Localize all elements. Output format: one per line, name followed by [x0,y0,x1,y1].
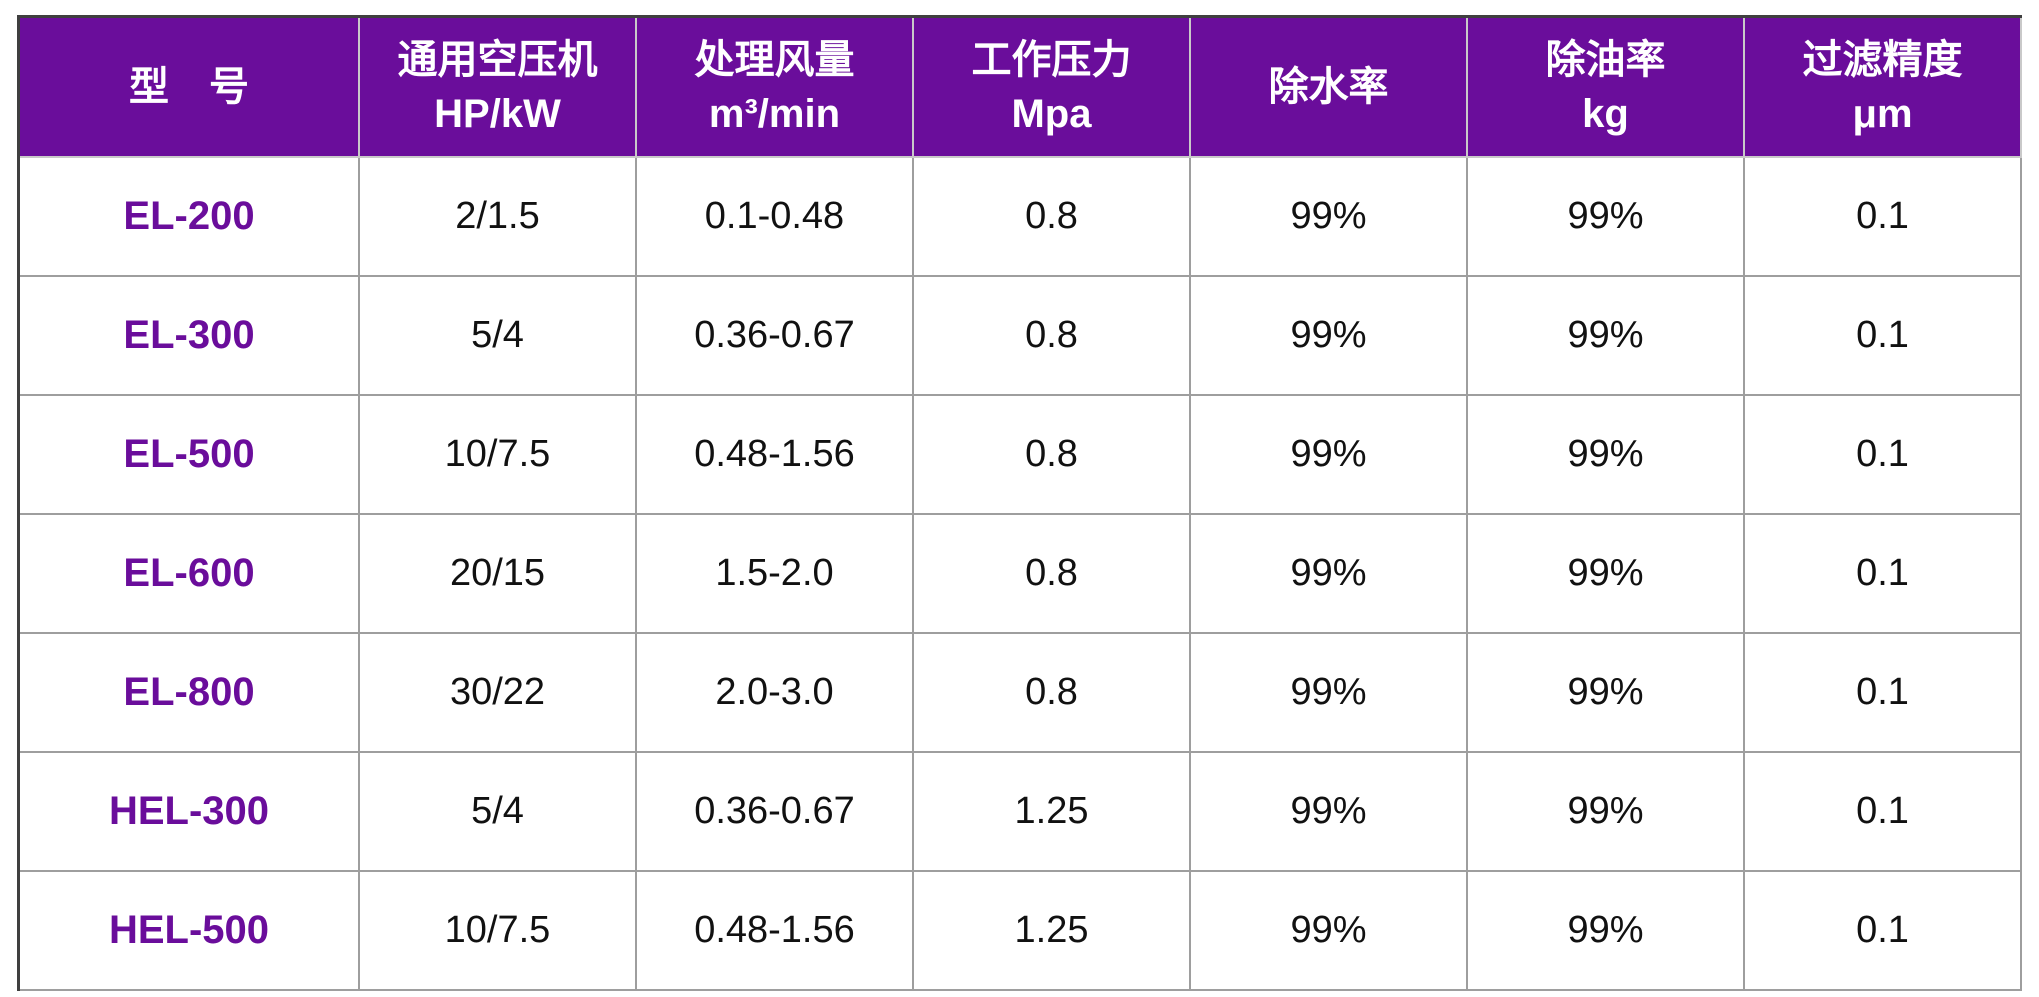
value-cell: 99% [1465,632,1745,753]
model-cell: EL-800 [17,632,360,753]
value-cell: 99% [1188,513,1468,634]
column-header-compressor: 通用空压机 HP/kW [357,15,637,158]
value-cell: 0.48-1.56 [634,394,914,515]
column-header-oil: 除油率 kg [1465,15,1745,158]
value-cell: 99% [1188,394,1468,515]
value-cell: 0.36-0.67 [634,275,914,396]
value-cell: 0.48-1.56 [634,870,914,991]
value-cell: 0.1 [1742,275,2023,396]
value-cell: 99% [1188,275,1468,396]
value-cell: 0.36-0.67 [634,751,914,872]
column-header-label: 过滤精度 [1802,38,1963,82]
table-row: EL-500 10/7.5 0.48-1.56 0.8 99% 99% 0.1 [17,394,2023,515]
column-header-unit: μm [1852,92,1913,136]
value-cell: 0.1 [1742,156,2023,277]
value-cell: 0.1 [1742,751,2023,872]
column-header-unit: Mpa [1011,92,1092,136]
column-header-label: 除油率 [1545,38,1666,82]
value-cell: 99% [1465,275,1745,396]
value-cell: 99% [1188,156,1468,277]
value-cell: 1.25 [911,870,1191,991]
column-header-model: 型 号 [17,15,360,158]
value-cell: 0.8 [911,156,1191,277]
column-header-unit: kg [1582,92,1629,136]
table-row: EL-800 30/22 2.0-3.0 0.8 99% 99% 0.1 [17,632,2023,753]
value-cell: 99% [1465,751,1745,872]
value-cell: 0.8 [911,394,1191,515]
column-header-pressure: 工作压力 Mpa [911,15,1191,158]
table-row: HEL-500 10/7.5 0.48-1.56 1.25 99% 99% 0.1 [17,870,2023,991]
column-header-label: 除水率 [1268,65,1389,109]
header-row: 型 号 通用空压机 HP/kW 处理风量 m³/min 工作压力 Mpa 除水率 除油率 kg 过滤… [17,15,2023,158]
value-cell: 99% [1465,394,1745,515]
value-cell: 0.1 [1742,513,2023,634]
model-cell: HEL-300 [17,751,360,872]
value-cell: 0.8 [911,632,1191,753]
value-cell: 0.8 [911,513,1191,634]
table-row: HEL-300 5/4 0.36-0.67 1.25 99% 99% 0.1 [17,751,2023,872]
value-cell: 0.1-0.48 [634,156,914,277]
spec-table-header: 型 号 通用空压机 HP/kW 处理风量 m³/min 工作压力 Mpa 除水率 除油率 kg 过滤… [17,15,2023,158]
column-header-unit: m³/min [708,92,841,136]
value-cell: 99% [1465,156,1745,277]
value-cell: 5/4 [357,275,637,396]
value-cell: 99% [1465,870,1745,991]
column-header-flow: 处理风量 m³/min [634,15,914,158]
value-cell: 1.5-2.0 [634,513,914,634]
table-row: EL-600 20/15 1.5-2.0 0.8 99% 99% 0.1 [17,513,2023,634]
model-cell: EL-300 [17,275,360,396]
spec-table-body: EL-200 2/1.5 0.1-0.48 0.8 99% 99% 0.1 EL-300 5/4… [17,156,2023,991]
spec-table: 型 号 通用空压机 HP/kW 处理风量 m³/min 工作压力 Mpa 除水率 除油率 kg 过滤… [17,15,2023,991]
value-cell: 0.1 [1742,394,2023,515]
model-cell: HEL-500 [17,870,360,991]
value-cell: 10/7.5 [357,394,637,515]
value-cell: 2.0-3.0 [634,632,914,753]
value-cell: 0.1 [1742,632,2023,753]
model-cell: EL-200 [17,156,360,277]
column-header-unit: HP/kW [434,92,561,136]
value-cell: 99% [1188,751,1468,872]
value-cell: 30/22 [357,632,637,753]
value-cell: 5/4 [357,751,637,872]
value-cell: 0.8 [911,275,1191,396]
value-cell: 99% [1465,513,1745,634]
column-header-filtration: 过滤精度 μm [1742,15,2023,158]
column-header-label: 工作压力 [971,38,1132,82]
value-cell: 10/7.5 [357,870,637,991]
column-header-water: 除水率 [1188,15,1468,158]
value-cell: 99% [1188,632,1468,753]
value-cell: 20/15 [357,513,637,634]
table-row: EL-300 5/4 0.36-0.67 0.8 99% 99% 0.1 [17,275,2023,396]
model-cell: EL-500 [17,394,360,515]
column-header-label: 处理风量 [694,38,855,82]
value-cell: 99% [1188,870,1468,991]
value-cell: 2/1.5 [357,156,637,277]
value-cell: 0.1 [1742,870,2023,991]
column-header-label: 型 号 [128,65,249,109]
value-cell: 1.25 [911,751,1191,872]
model-cell: EL-600 [17,513,360,634]
table-row: EL-200 2/1.5 0.1-0.48 0.8 99% 99% 0.1 [17,156,2023,277]
column-header-label: 通用空压机 [397,38,598,82]
